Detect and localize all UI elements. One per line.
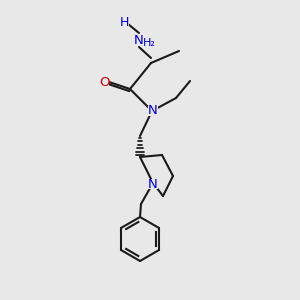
Text: O: O	[99, 76, 109, 88]
FancyBboxPatch shape	[119, 19, 128, 28]
Text: N: N	[148, 104, 158, 118]
FancyBboxPatch shape	[148, 179, 158, 189]
Text: N: N	[134, 34, 144, 46]
FancyBboxPatch shape	[148, 106, 158, 116]
Text: H: H	[119, 16, 129, 29]
Text: N: N	[148, 178, 158, 190]
Text: H₂: H₂	[142, 38, 155, 48]
FancyBboxPatch shape	[142, 38, 156, 47]
FancyBboxPatch shape	[99, 77, 109, 87]
FancyBboxPatch shape	[134, 35, 144, 45]
